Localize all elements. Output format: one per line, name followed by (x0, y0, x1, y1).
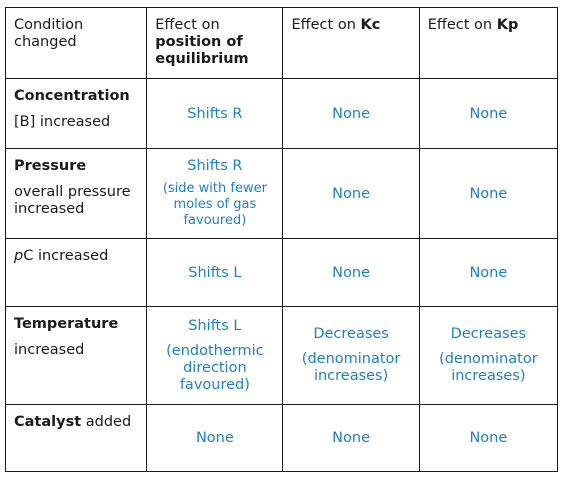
condition-bold: Catalyst (14, 414, 82, 430)
condition-label: Temperature (14, 316, 119, 332)
condition-rest: added (81, 414, 132, 430)
condition-detail: [B] increased (14, 114, 111, 130)
kc-note: (denominator increases) (301, 351, 401, 384)
kc-effect: None (332, 430, 371, 446)
cell-partial-kp: None (418, 238, 559, 307)
header-kp-prefix: Effect on (427, 17, 497, 33)
cell-catalyst-kc: None (282, 404, 420, 472)
condition-label: Concentration (14, 88, 130, 104)
cell-catalyst-position: None (146, 404, 284, 472)
header-row: Condition changed Effect on position of … (4, 7, 559, 79)
cell-concentration-position: Shifts R (146, 78, 284, 149)
row-concentration: Concentration [B] increased Shifts R Non… (4, 78, 559, 149)
condition-label: Pressure (14, 158, 87, 174)
header-kp-bold: Kp (496, 17, 519, 33)
cell-temperature-kp: Decreases (denominator increases) (418, 306, 559, 405)
cell-concentration-condition: Concentration [B] increased (4, 78, 148, 149)
position-effect: Shifts R (187, 158, 243, 174)
cell-temperature-kc: Decreases (denominator increases) (282, 306, 420, 405)
position-effect: None (195, 430, 234, 446)
cell-partial-kc: None (282, 238, 420, 307)
header-position-prefix: Effect on (155, 17, 220, 33)
kp-effect: None (469, 185, 508, 202)
header-kc-prefix: Effect on (291, 17, 361, 33)
cell-temperature-position: Shifts L (endothermic direction favoured… (146, 306, 284, 405)
cell-partial-position: Shifts L (146, 238, 284, 307)
kc-effect: None (332, 105, 371, 122)
condition-detail: overall pressure increased (14, 184, 131, 217)
condition-italic: p (14, 248, 24, 264)
cell-pressure-position: Shifts R (side with fewer moles of gas f… (146, 148, 284, 239)
condition-detail: pC increased (14, 248, 138, 265)
kc-effect: Decreases (313, 326, 389, 342)
header-position: Effect on position of equilibrium (146, 7, 284, 79)
row-catalyst: Catalyst added None None None (4, 404, 559, 472)
position-effect: Shifts L (188, 264, 242, 281)
cell-catalyst-condition: Catalyst added (4, 404, 148, 472)
position-note: (endothermic direction favoured) (166, 342, 264, 393)
kp-effect: None (469, 105, 508, 122)
header-position-bold: position of equilibrium (155, 34, 249, 67)
position-effect: Shifts L (188, 317, 242, 334)
header-kc-bold: Kc (360, 17, 381, 33)
kp-effect: None (469, 430, 508, 446)
kp-note: (denominator increases) (439, 351, 538, 384)
position-note: (side with fewer moles of gas favoured) (162, 181, 267, 228)
condition-rest: C increased (23, 248, 109, 264)
row-partial-pressure: pC increased Shifts L None None (4, 238, 559, 307)
cell-temperature-condition: Temperature increased (4, 306, 148, 405)
kp-effect: Decreases (450, 326, 527, 342)
kp-effect: None (469, 264, 508, 281)
position-effect: Shifts R (187, 105, 243, 122)
condition-detail: increased (14, 342, 85, 358)
row-temperature: Temperature increased Shifts L (endother… (4, 306, 559, 405)
cell-catalyst-kp: None (418, 404, 559, 472)
kc-effect: None (332, 185, 371, 202)
cell-pressure-kp: None (418, 148, 559, 239)
cell-pressure-condition: Pressure overall pressure increased (4, 148, 148, 239)
cell-partial-condition: pC increased (4, 238, 148, 307)
header-kp: Effect on Kp (418, 7, 559, 79)
kc-effect: None (332, 264, 371, 281)
header-kc: Effect on Kc (282, 7, 420, 79)
header-condition-text: Condition changed (14, 17, 84, 50)
row-pressure: Pressure overall pressure increased Shif… (4, 148, 559, 239)
cell-pressure-kc: None (282, 148, 420, 239)
cell-concentration-kp: None (418, 78, 559, 149)
header-condition: Condition changed (4, 7, 148, 79)
condition-label: Catalyst added (14, 414, 138, 431)
equilibrium-table: Condition changed Effect on position of … (4, 7, 559, 472)
cell-concentration-kc: None (282, 78, 420, 149)
